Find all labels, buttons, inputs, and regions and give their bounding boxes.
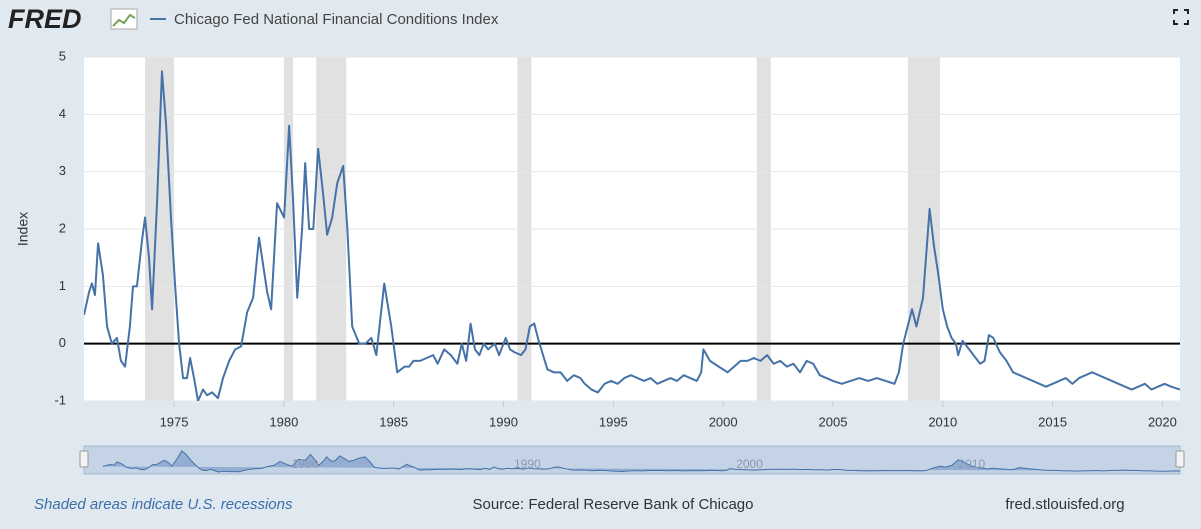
logo: FRED (8, 4, 82, 34)
navigator-tick-label: 2000 (736, 457, 763, 471)
y-tick-label: 1 (59, 278, 66, 293)
x-tick-label: 2020 (1148, 414, 1177, 429)
x-tick-label: 1975 (160, 414, 189, 429)
plot-layer (84, 57, 1180, 401)
logo-icon (110, 8, 138, 30)
y-axis-label: Index (15, 212, 31, 246)
x-tick-label: 1980 (269, 414, 298, 429)
navigator-tick-label: 2010 (958, 457, 985, 471)
navigator-handle[interactable] (79, 450, 89, 468)
recession-note: Shaded areas indicate U.S. recessions (34, 496, 293, 513)
navigator-layer: 19801990200020102020 (102, 450, 1180, 473)
y-tick-label: 5 (59, 48, 66, 63)
site: fred.stlouisfed.org (1005, 496, 1124, 513)
x-tick-label: 2010 (928, 414, 957, 429)
y-tick-label: 0 (59, 335, 66, 350)
navigator-tick-label: 1990 (514, 457, 541, 471)
x-tick-label: 2015 (1038, 414, 1067, 429)
y-tick-label: 3 (59, 163, 66, 178)
x-tick-label: 1990 (489, 414, 518, 429)
navigator-tick-label: 1980 (292, 457, 319, 471)
y-tick-label: 2 (59, 220, 66, 235)
source: Source: Federal Reserve Bank of Chicago (473, 496, 754, 513)
x-tick-label: 1995 (599, 414, 628, 429)
y-tick-label: -1 (54, 392, 66, 407)
x-tick-label: 2005 (819, 414, 848, 429)
data-line (84, 70, 1180, 401)
fullscreen-icon[interactable] (1173, 9, 1189, 25)
y-tick-label: 4 (59, 106, 66, 121)
legend-label: Chicago Fed National Financial Condition… (174, 11, 499, 28)
x-tick-label: 2000 (709, 414, 738, 429)
x-tick-label: 1985 (379, 414, 408, 429)
navigator-area (102, 450, 1180, 473)
navigator-handle[interactable] (1175, 450, 1185, 468)
